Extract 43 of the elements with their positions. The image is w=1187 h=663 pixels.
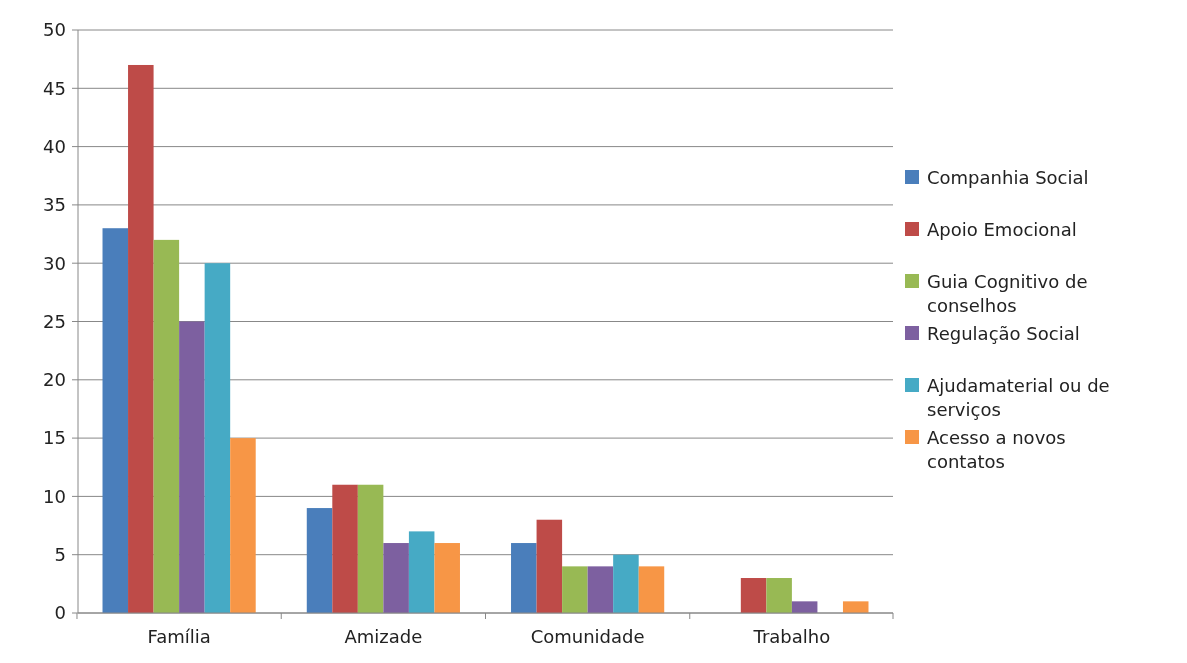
bar [102,228,129,613]
bar [613,554,639,613]
bar [332,484,358,613]
bar [306,508,333,613]
bar [383,543,409,613]
bar [179,321,205,613]
bar [153,239,180,613]
bar [230,438,256,613]
bar [638,566,665,613]
y-tick-label: 25 [43,310,66,332]
legend-label: Guia Cognitivo de conselhos [927,271,1088,316]
bar [766,578,792,613]
y-tick-label: 45 [43,77,66,99]
x-tick-label: Comunidade [530,626,645,647]
bar [408,531,435,613]
x-tick-label: Trabalho [752,626,831,647]
bar [562,566,588,613]
bar [587,566,614,613]
legend-label: Ajudamaterial ou de serviços [927,375,1110,420]
bar [511,543,537,613]
bar [434,543,460,613]
legend-label: Apoio Emocional [927,219,1077,241]
y-tick-label: 0 [54,602,66,624]
bar [204,263,231,613]
y-tick-label: 5 [54,544,66,565]
bar [842,601,869,613]
y-tick-label: 30 [43,252,66,274]
legend-label: Companhia Social [927,167,1089,189]
y-tick-label: 20 [43,369,66,391]
y-tick-label: 15 [43,427,66,449]
bar [791,601,818,613]
y-tick-label: 10 [43,485,66,507]
bar [128,64,154,613]
legend-label: Regulação Social [927,323,1080,345]
x-tick-label: Amizade [344,626,423,647]
x-tick-label: Família [147,626,211,647]
y-tick-label: 50 [43,19,66,41]
bar [357,484,384,613]
y-tick-label: 40 [43,135,66,157]
y-tick-label: 35 [43,194,66,216]
bar [740,578,767,613]
bar [536,519,563,613]
legend-label: Acesso a novos contatos [927,427,1066,472]
